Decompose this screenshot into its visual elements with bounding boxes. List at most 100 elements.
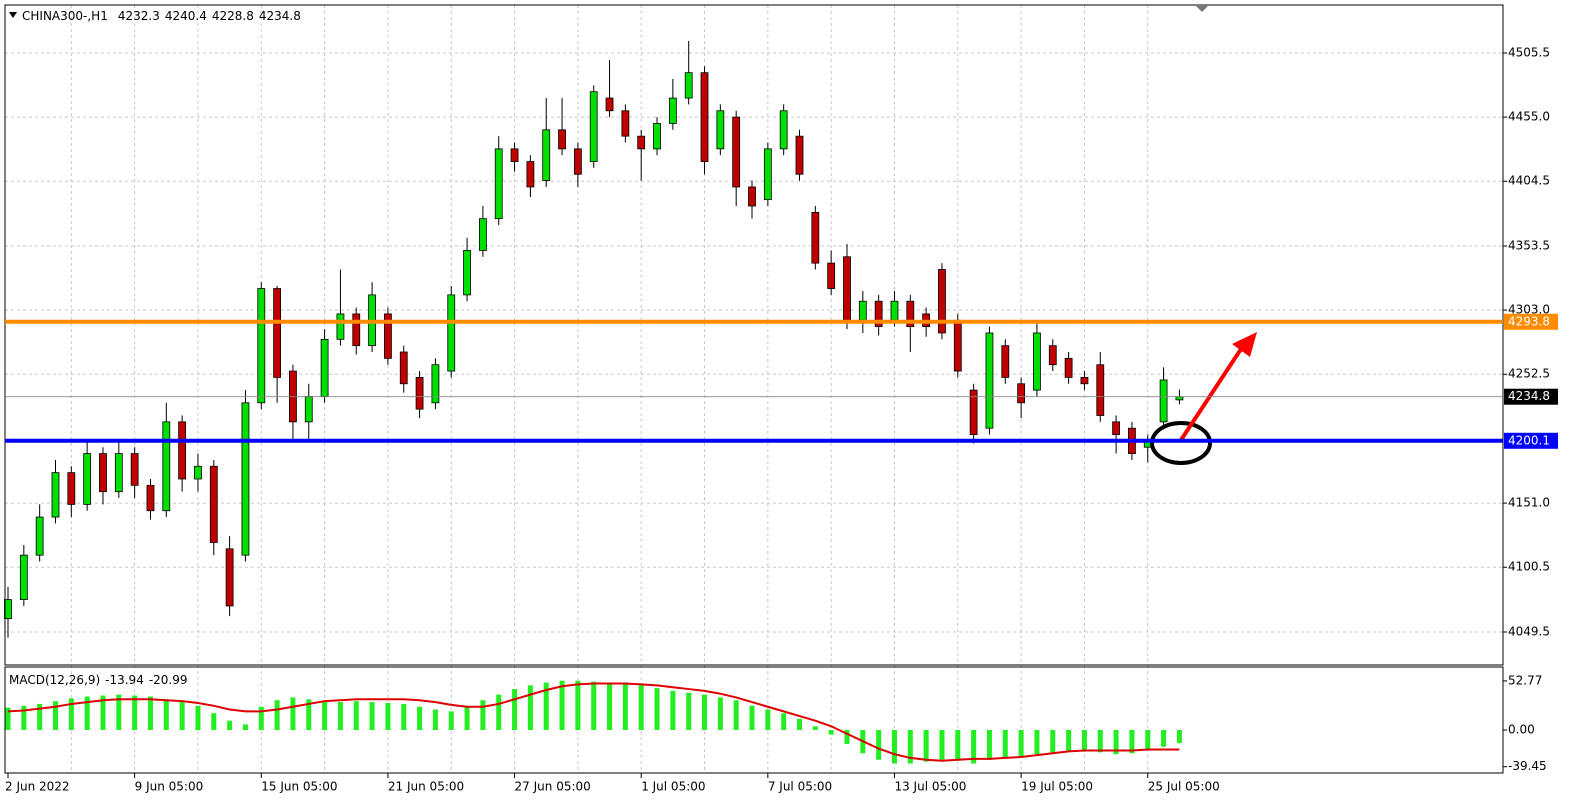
- candle-body: [953, 319, 962, 372]
- candle-body: [225, 548, 234, 607]
- candle-body: [779, 110, 788, 150]
- y-tick-label: 0.00: [1508, 723, 1535, 737]
- macd-bar: [5, 707, 11, 731]
- candle-body: [83, 453, 92, 505]
- macd-bar: [543, 682, 549, 731]
- y-tick-label: 4505.5: [1508, 45, 1550, 59]
- macd-bar: [432, 709, 438, 731]
- candle-body: [241, 402, 250, 556]
- candle-body: [621, 110, 630, 137]
- level-label: 4200.1: [1508, 433, 1550, 447]
- candle-body: [478, 218, 487, 251]
- candle-body: [463, 250, 471, 296]
- macd-bar: [21, 705, 27, 731]
- macd-bar: [1002, 730, 1008, 758]
- macd-bar: [337, 702, 343, 731]
- macd-bar: [1081, 730, 1087, 751]
- header-open: 4232.3: [118, 9, 160, 23]
- y-tick-label: 4404.5: [1508, 174, 1550, 188]
- candle-body: [700, 72, 709, 162]
- candle-body: [114, 453, 123, 493]
- candle-body: [352, 313, 361, 347]
- macd-bar: [464, 706, 470, 731]
- macd-bar: [638, 685, 644, 731]
- circle-annotation: [1150, 421, 1212, 465]
- last-price-label: 4234.8: [1508, 389, 1550, 403]
- candle-body: [542, 129, 551, 182]
- macd-bar: [797, 718, 802, 731]
- macd-bar: [575, 680, 581, 731]
- candle-body: [573, 148, 582, 175]
- macd-bar: [417, 706, 423, 731]
- macd-bar: [907, 730, 913, 764]
- macd-bar: [68, 698, 74, 731]
- y-tick-label: 4151.0: [1508, 496, 1550, 510]
- y-tick-label: 4303.0: [1508, 303, 1550, 317]
- candle-body: [858, 300, 867, 321]
- candle-body: [1159, 379, 1168, 423]
- candle-body: [162, 421, 171, 512]
- header-arrow: [9, 12, 17, 18]
- macd-bar: [1097, 730, 1103, 753]
- macd-bar: [939, 730, 945, 760]
- macd-bar: [1018, 730, 1024, 757]
- level-label-box: [1504, 432, 1558, 449]
- candle-body: [257, 288, 266, 404]
- candle-body: [732, 116, 741, 188]
- candle-body: [384, 313, 392, 359]
- y-tick-label: 4049.5: [1508, 624, 1550, 638]
- candle-body: [1048, 345, 1057, 366]
- macd-bar: [876, 730, 882, 760]
- candle-body: [558, 129, 566, 150]
- header-high: 4240.4: [165, 9, 207, 23]
- macd-bar: [195, 705, 201, 731]
- candle-body: [1017, 383, 1026, 404]
- macd-bar: [702, 694, 708, 731]
- macd-bar: [242, 724, 248, 731]
- symbol: CHINA300-,H1: [22, 9, 108, 23]
- macd-bar: [1034, 730, 1040, 755]
- macd-bar: [749, 705, 755, 731]
- macd-bar: [527, 685, 533, 731]
- candle-body: [985, 332, 994, 429]
- macd-bar: [781, 713, 787, 731]
- candle-body: [178, 421, 187, 480]
- header-close: 4234.8: [259, 9, 301, 23]
- candle-body: [906, 300, 915, 328]
- macd-header: MACD(12,26,9) -13.94 -20.99: [9, 673, 188, 687]
- candle-body: [716, 110, 725, 150]
- macd-bar: [306, 699, 312, 731]
- macd-bar: [591, 681, 597, 731]
- candle-body: [304, 396, 313, 423]
- macd-bar: [369, 702, 375, 731]
- macd-bar: [686, 692, 692, 731]
- candle-body: [653, 123, 661, 150]
- y-tick-label: 4455.0: [1508, 110, 1550, 124]
- macd-bar: [179, 702, 185, 731]
- macd-bar: [385, 703, 391, 731]
- x-tick-label: 1 Jul 05:00: [641, 780, 705, 794]
- candle-body: [969, 389, 978, 435]
- candle-body: [4, 599, 12, 620]
- candle-body: [811, 211, 820, 264]
- x-tick-label: 21 Jun 05:00: [388, 780, 464, 794]
- macd-bar: [923, 730, 929, 762]
- macd-value: -13.94: [105, 673, 144, 687]
- candle-body: [146, 484, 155, 512]
- macd-bar: [955, 730, 961, 761]
- x-tick-label: 7 Jul 05:00: [768, 780, 832, 794]
- candle-body: [589, 91, 598, 162]
- x-tick-label: 25 Jul 05:00: [1148, 780, 1220, 794]
- macd-bar: [290, 697, 296, 731]
- candle-body: [447, 294, 456, 372]
- x-tick-label: 13 Jul 05:00: [894, 780, 966, 794]
- macd-bar: [1113, 730, 1119, 755]
- macd-bar: [52, 701, 58, 731]
- candle-body: [99, 453, 107, 493]
- candle-body: [827, 262, 836, 289]
- candle-body: [130, 453, 139, 486]
- candle-body: [938, 269, 946, 334]
- y-tick-label: 4353.5: [1508, 238, 1550, 252]
